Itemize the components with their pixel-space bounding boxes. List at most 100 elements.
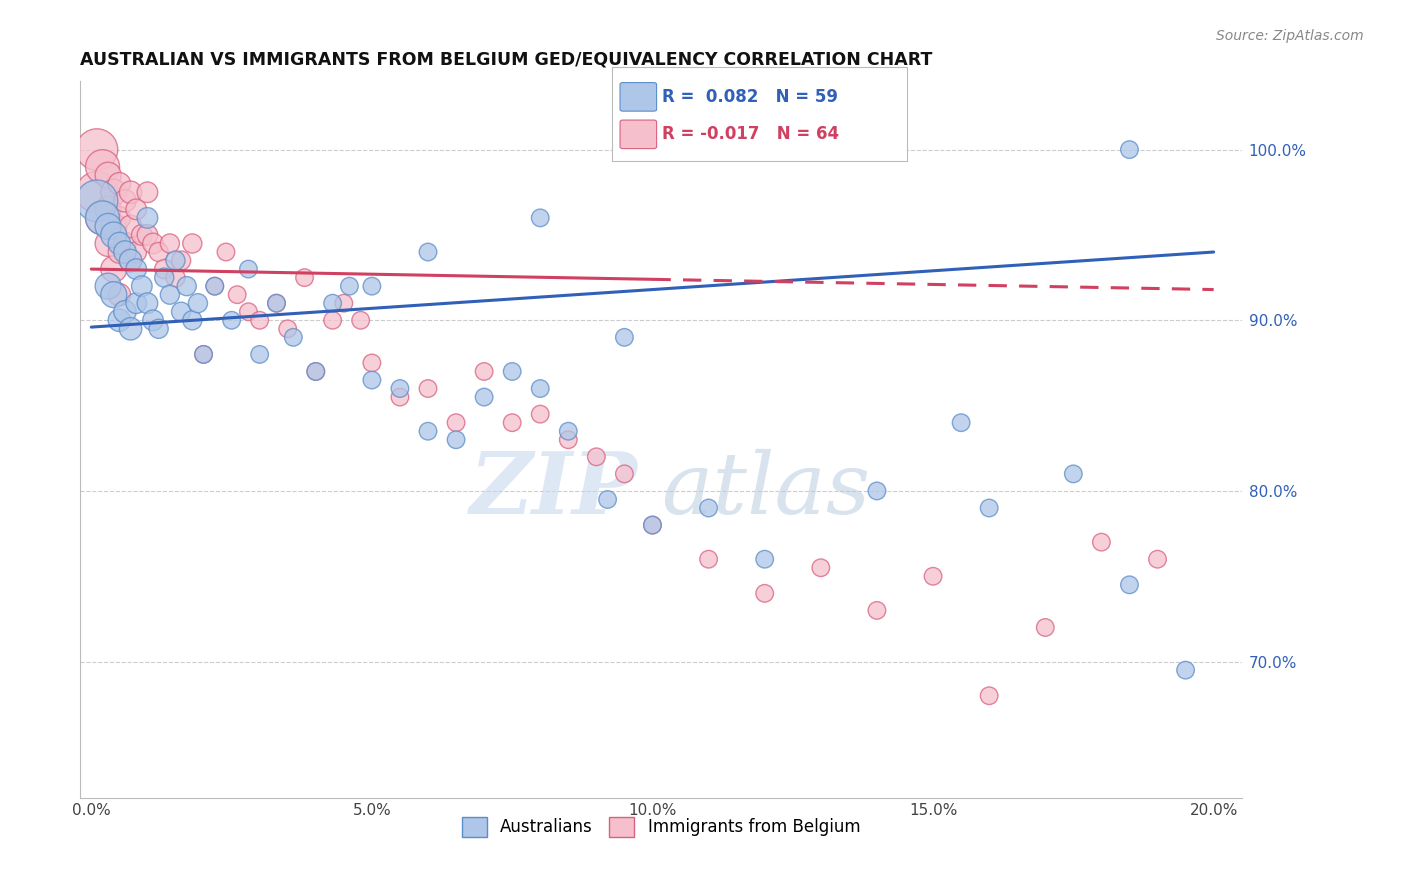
Point <box>108 211 131 225</box>
Point <box>249 313 271 327</box>
Point <box>529 211 551 225</box>
Point <box>108 177 131 191</box>
Point <box>136 296 159 310</box>
Point <box>142 313 165 327</box>
Point <box>305 364 328 378</box>
Point <box>922 569 945 583</box>
Point <box>1033 620 1056 634</box>
Text: Source: ZipAtlas.com: Source: ZipAtlas.com <box>1216 29 1364 43</box>
Point <box>153 262 176 277</box>
Point <box>283 330 305 344</box>
Point <box>322 313 344 327</box>
Point <box>444 416 467 430</box>
Point <box>114 194 136 208</box>
Point <box>125 262 148 277</box>
Point <box>754 552 776 566</box>
Point <box>103 186 125 200</box>
Point <box>294 270 316 285</box>
Point <box>120 322 142 336</box>
Point <box>108 245 131 260</box>
Point <box>97 202 120 217</box>
Point <box>810 560 832 574</box>
Point <box>114 304 136 318</box>
Point <box>187 296 209 310</box>
Point <box>388 382 411 396</box>
Point <box>153 270 176 285</box>
Point <box>277 322 299 336</box>
Point <box>181 313 204 327</box>
Point <box>697 501 720 516</box>
Point <box>97 219 120 234</box>
Point <box>148 245 170 260</box>
Point <box>596 492 619 507</box>
Point <box>103 262 125 277</box>
Point <box>249 347 271 361</box>
Point <box>361 356 384 370</box>
Point <box>1062 467 1084 481</box>
Point <box>1118 578 1140 592</box>
Point <box>416 382 439 396</box>
Point <box>350 313 373 327</box>
Point <box>165 270 187 285</box>
Legend: Australians, Immigrants from Belgium: Australians, Immigrants from Belgium <box>456 810 868 844</box>
Point <box>1146 552 1168 566</box>
Text: atlas: atlas <box>661 449 870 532</box>
Point <box>866 603 889 617</box>
Point <box>238 262 260 277</box>
Point <box>979 689 1001 703</box>
Point <box>114 245 136 260</box>
Point <box>176 279 198 293</box>
Point <box>91 211 114 225</box>
Point <box>114 236 136 251</box>
Point <box>204 279 226 293</box>
Point <box>120 219 142 234</box>
Point <box>120 253 142 268</box>
Point <box>91 160 114 174</box>
Point <box>557 433 579 447</box>
Point <box>472 364 495 378</box>
Point <box>416 424 439 438</box>
Point <box>979 501 1001 516</box>
Text: AUSTRALIAN VS IMMIGRANTS FROM BELGIUM GED/EQUIVALENCY CORRELATION CHART: AUSTRALIAN VS IMMIGRANTS FROM BELGIUM GE… <box>80 51 932 69</box>
Point <box>181 236 204 251</box>
Point <box>86 194 108 208</box>
Point <box>86 186 108 200</box>
Point <box>361 279 384 293</box>
Point <box>204 279 226 293</box>
Point <box>266 296 288 310</box>
Text: ZIP: ZIP <box>470 448 638 532</box>
Point <box>91 211 114 225</box>
Point <box>193 347 215 361</box>
Point <box>613 467 636 481</box>
Text: R =  0.082   N = 59: R = 0.082 N = 59 <box>662 88 838 106</box>
Point <box>97 279 120 293</box>
Point <box>131 279 153 293</box>
Point <box>125 245 148 260</box>
Point <box>388 390 411 404</box>
Text: R = -0.017   N = 64: R = -0.017 N = 64 <box>662 126 839 144</box>
Point <box>950 416 973 430</box>
Point <box>501 364 523 378</box>
Point <box>1174 663 1197 677</box>
Point <box>103 227 125 242</box>
Point <box>697 552 720 566</box>
Point <box>86 143 108 157</box>
Point <box>641 518 664 533</box>
Point <box>585 450 607 464</box>
Point <box>472 390 495 404</box>
Point <box>170 253 193 268</box>
Point <box>754 586 776 600</box>
Point <box>529 382 551 396</box>
Point <box>103 287 125 301</box>
Point <box>221 313 243 327</box>
Point <box>97 236 120 251</box>
Point <box>1118 143 1140 157</box>
Point <box>131 227 153 242</box>
Point <box>108 287 131 301</box>
Point <box>238 304 260 318</box>
Point <box>557 424 579 438</box>
Point <box>97 168 120 182</box>
Point <box>361 373 384 387</box>
Point <box>136 186 159 200</box>
Point <box>193 347 215 361</box>
